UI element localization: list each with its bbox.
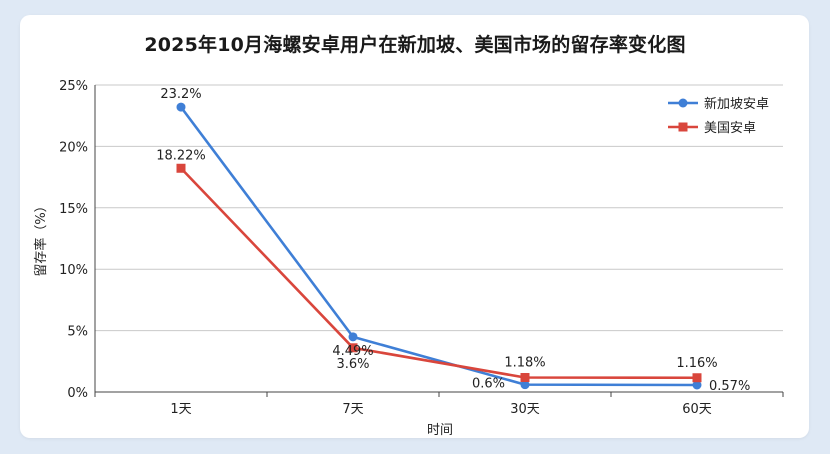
data-label: 1.16% bbox=[676, 356, 717, 371]
x-axis-title: 时间 bbox=[427, 423, 453, 438]
data-point bbox=[520, 380, 530, 390]
legend-marker bbox=[678, 98, 688, 108]
legend-label: 美国安卓 bbox=[704, 121, 756, 136]
data-label: 0.6% bbox=[472, 377, 505, 392]
data-label: 23.2% bbox=[160, 87, 201, 102]
y-tick-label: 5% bbox=[67, 325, 88, 340]
y-axis-title: 留存率（%） bbox=[33, 199, 49, 276]
data-label: 0.57% bbox=[709, 379, 750, 394]
data-point bbox=[348, 332, 358, 342]
data-point bbox=[348, 343, 358, 353]
legend-marker bbox=[678, 122, 688, 132]
data-point bbox=[692, 380, 702, 390]
data-point bbox=[176, 102, 186, 112]
y-tick-label: 10% bbox=[59, 263, 88, 278]
series-line-1 bbox=[179, 106, 698, 387]
data-point bbox=[176, 163, 186, 173]
y-tick-label: 15% bbox=[59, 202, 88, 217]
y-tick-label: 20% bbox=[59, 140, 88, 155]
x-tick-label: 7天 bbox=[342, 402, 363, 417]
legend-label: 新加坡安卓 bbox=[704, 96, 769, 112]
data-point bbox=[520, 373, 530, 383]
data-point bbox=[692, 373, 702, 383]
x-tick-label: 1天 bbox=[170, 402, 191, 417]
data-label: 4.49% bbox=[332, 344, 373, 359]
data-label: 1.18% bbox=[504, 356, 545, 371]
series-line-2 bbox=[180, 167, 698, 380]
x-tick-label: 30天 bbox=[510, 402, 540, 417]
x-tick-label: 60天 bbox=[682, 402, 712, 417]
y-tick-label: 0% bbox=[67, 386, 88, 401]
data-label: 3.6% bbox=[336, 357, 369, 372]
data-label: 18.22% bbox=[156, 148, 206, 163]
chart-title: 2025年10月海螺安卓用户在新加坡、美国市场的留存率变化图 bbox=[144, 34, 686, 56]
y-tick-label: 25% bbox=[59, 79, 88, 94]
